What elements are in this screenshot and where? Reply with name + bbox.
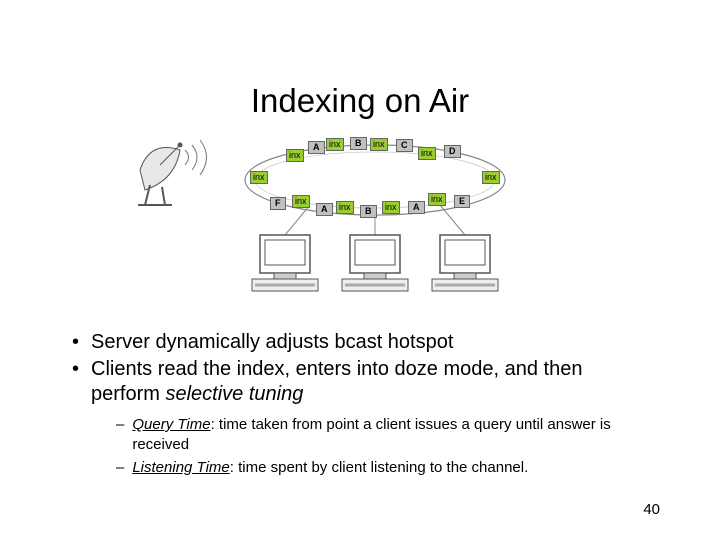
letter-box-a-bot2: A — [408, 201, 425, 214]
inx-box: inx — [286, 149, 304, 162]
sub-bullet-2: – Listening Time: time spent by client l… — [116, 458, 652, 478]
bullet-1: • Server dynamically adjusts bcast hotsp… — [72, 330, 652, 355]
inx-box: inx — [250, 171, 268, 184]
monitor-1 — [252, 235, 318, 291]
letter-box-d-top: D — [444, 145, 461, 158]
inx-box: inx — [336, 201, 354, 214]
bullet-2: • Clients read the index, enters into do… — [72, 357, 652, 407]
sub-bullet-1-text: Query Time: time taken from point a clie… — [132, 415, 652, 454]
monitor-3 — [432, 235, 498, 291]
bullet-mark-icon: • — [72, 357, 79, 407]
letter-box-a-bot: A — [316, 203, 333, 216]
inx-box: inx — [370, 138, 388, 151]
inx-box: inx — [326, 138, 344, 151]
inx-box: inx — [428, 193, 446, 206]
sub-bullet-mark-icon: – — [116, 458, 124, 478]
inx-box: inx — [292, 195, 310, 208]
page-number: 40 — [643, 501, 660, 518]
letter-box-b-bot: B — [360, 205, 377, 218]
letter-box-b-top: B — [350, 137, 367, 150]
inx-box: inx — [382, 201, 400, 214]
letter-box-f-bot: F — [270, 197, 286, 210]
sub-bullet-1: – Query Time: time taken from point a cl… — [116, 415, 652, 454]
bullet-list: • Server dynamically adjusts bcast hotsp… — [72, 330, 652, 482]
inx-box: inx — [482, 171, 500, 184]
letter-box-a-top: A — [308, 141, 325, 154]
sub-term-2: Listening Time — [132, 459, 229, 476]
letter-box-c-top: C — [396, 139, 413, 152]
sub-term-1: Query Time — [132, 416, 210, 433]
sub-bullet-mark-icon: – — [116, 415, 124, 454]
slide-title: Indexing on Air — [0, 82, 720, 120]
bullet-2-text: Clients read the index, enters into doze… — [91, 357, 652, 407]
letter-box-e-bot: E — [454, 195, 470, 208]
sub-bullet-2-text: Listening Time: time spent by client lis… — [132, 458, 528, 478]
inx-box: inx — [418, 147, 436, 160]
bullet-2-italic: selective tuning — [165, 383, 303, 405]
diagram-svg — [130, 135, 590, 305]
monitor-2 — [342, 235, 408, 291]
broadcast-diagram: inx A inx B inx C inx D inx inx F inx A … — [130, 135, 590, 305]
bullet-mark-icon: • — [72, 330, 79, 355]
bullet-1-text: Server dynamically adjusts bcast hotspot — [91, 330, 453, 355]
sub-text-2: : time spent by client listening to the … — [230, 459, 529, 476]
sub-bullet-list: – Query Time: time taken from point a cl… — [116, 415, 652, 478]
